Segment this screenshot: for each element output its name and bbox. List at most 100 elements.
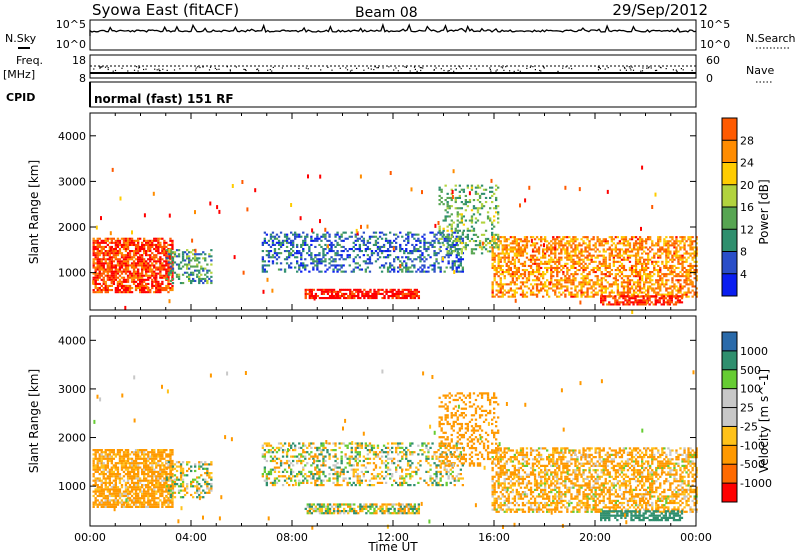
range-gate-cell xyxy=(126,497,130,500)
range-gate-cell xyxy=(550,277,553,280)
range-gate-cell xyxy=(124,291,128,294)
range-gate-cell xyxy=(145,282,148,285)
range-gate-cell xyxy=(169,237,172,240)
range-gate-cell xyxy=(497,248,500,251)
range-gate-cell xyxy=(188,275,191,278)
freq-unit: [MHz] xyxy=(3,68,35,81)
range-gate-cell xyxy=(606,303,609,306)
range-gate-cell xyxy=(653,254,656,257)
range-gate-cell xyxy=(614,269,618,272)
range-gate-cell xyxy=(689,275,692,278)
range-gate-cell xyxy=(578,250,581,253)
range-gate-cell xyxy=(114,278,118,281)
range-gate-cell xyxy=(536,275,539,280)
range-gate-cell xyxy=(441,260,444,263)
range-gate-cell xyxy=(523,295,527,298)
range-gate-cell xyxy=(261,243,265,246)
freq-point xyxy=(433,69,435,71)
range-gate-cell xyxy=(558,295,561,298)
range-gate-cell xyxy=(312,268,315,271)
range-gate-cell xyxy=(584,283,587,286)
range-gate-cell xyxy=(630,264,634,267)
range-gate-cell xyxy=(102,470,105,473)
range-gate-cell xyxy=(161,245,164,248)
range-gate-cell xyxy=(493,295,496,298)
range-gate-cell xyxy=(198,271,201,274)
range-gate-cell xyxy=(540,244,543,247)
range-gate-cell xyxy=(167,287,170,290)
freq-point xyxy=(682,69,684,71)
range-gate-cell xyxy=(114,272,118,275)
range-gate-cell xyxy=(600,289,603,292)
range-gate-cell xyxy=(450,219,453,222)
range-gate-cell xyxy=(316,237,319,240)
range-gate-cell xyxy=(341,295,344,298)
range-gate-cell xyxy=(574,266,577,269)
range-gate-cell xyxy=(386,250,390,253)
range-gate-cell xyxy=(110,258,114,261)
range-gate-cell xyxy=(560,293,563,296)
range-gate-cell xyxy=(505,269,508,272)
range-gate-cell xyxy=(411,297,415,300)
range-gate-cell xyxy=(120,466,124,469)
range-gate-cell xyxy=(505,248,508,251)
range-gate-cell xyxy=(505,252,508,255)
range-gate-cell xyxy=(341,288,344,291)
range-gate-cell xyxy=(332,258,335,261)
range-gate-cell xyxy=(454,240,457,243)
range-gate-cell xyxy=(608,256,611,259)
range-gate-cell xyxy=(364,262,368,265)
range-gate-cell xyxy=(630,293,634,296)
range-gate-cell xyxy=(273,252,277,255)
range-gate-cell xyxy=(298,250,301,253)
range-gate-cell xyxy=(318,243,321,246)
range-gate-cell xyxy=(673,275,676,278)
range-gate-cell xyxy=(265,233,269,236)
range-gate-cell xyxy=(533,242,537,245)
range-gate-cell xyxy=(137,468,140,471)
range-gate-cell xyxy=(134,503,138,506)
range-gate-cell xyxy=(188,277,191,280)
range-gate-cell xyxy=(616,303,619,306)
range-gate-cell xyxy=(662,297,666,300)
range-gate-cell xyxy=(657,285,660,288)
range-gate-cell xyxy=(137,453,140,456)
range-gate-cell xyxy=(647,266,650,269)
range-gate-cell xyxy=(139,278,142,281)
range-gate-cell xyxy=(118,268,122,271)
range-gate-cell xyxy=(143,473,146,476)
range-gate-cell xyxy=(438,203,441,206)
plot-title: Syowa East (fitACF) xyxy=(92,1,239,19)
range-gate-cell xyxy=(202,269,205,272)
range-gate-cell xyxy=(417,239,420,242)
range-gate-cell xyxy=(590,291,593,294)
range-gate-cell xyxy=(141,254,144,257)
range-gate-cell xyxy=(511,271,515,274)
range-gate-cell xyxy=(181,255,185,258)
range-gate-cell xyxy=(634,275,638,278)
range-gate-cell xyxy=(548,287,551,290)
range-gate-cell xyxy=(596,277,599,280)
range-gate-cell xyxy=(507,271,510,274)
range-gate-cell xyxy=(610,244,614,247)
range-gate-cell xyxy=(638,299,641,302)
range-gate-cell xyxy=(634,258,638,261)
range-gate-cell xyxy=(155,284,158,287)
range-gate-cell xyxy=(385,290,388,293)
range-gate-cell xyxy=(92,289,95,292)
range-gate-cell xyxy=(493,235,496,238)
range-gate-cell xyxy=(645,240,648,243)
range-gate-cell xyxy=(163,250,166,253)
range-gate-cell xyxy=(306,264,309,267)
freq-tick-bottom: 8 xyxy=(79,72,86,85)
range-gate-cell xyxy=(173,253,177,256)
range-gate-cell xyxy=(466,229,470,232)
range-gate-cell xyxy=(124,245,128,248)
range-gate-cell xyxy=(98,468,101,471)
range-gate-cell xyxy=(106,258,110,261)
range-gate-cell xyxy=(114,468,118,471)
range-gate-cell xyxy=(114,250,118,253)
freq-point xyxy=(532,66,534,68)
range-gate-cell xyxy=(349,297,352,300)
range-gate-cell xyxy=(592,281,595,284)
